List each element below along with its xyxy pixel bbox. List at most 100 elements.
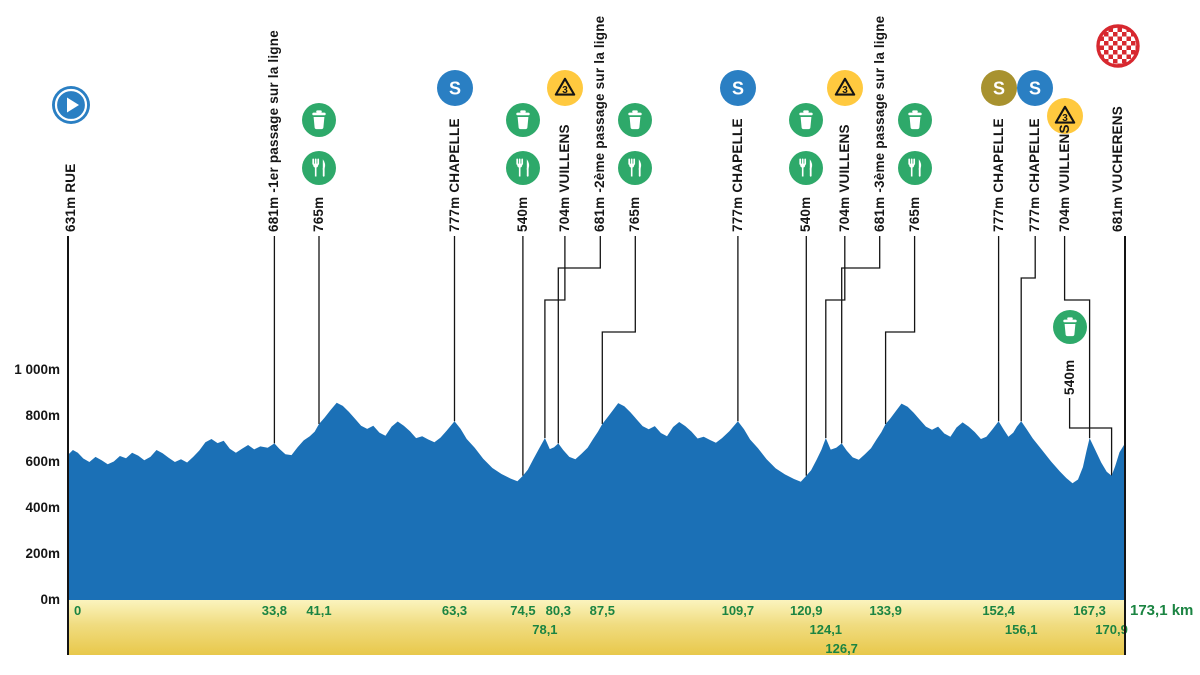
feed-zone-icon (897, 151, 932, 185)
waypoint-label: 704m VUILLENS (837, 124, 853, 232)
waypoint-elevation: 777m (990, 196, 1006, 232)
bonus-sprint-icon: S (980, 70, 1017, 106)
km-label: 0 (74, 603, 82, 618)
waypoint-label: 631m RUE (63, 164, 79, 232)
category-3-climb-icon: 3 (826, 70, 863, 106)
km-label: 78,1 (532, 622, 558, 637)
waypoint-label: 681m -2ème passage sur la ligne (592, 16, 608, 232)
waypoint-elevation: 765m (627, 196, 643, 232)
y-axis-tick-label: 1 000m (14, 362, 60, 377)
svg-text:S: S (993, 79, 1005, 99)
waypoint-connector (557, 236, 601, 444)
waypoint-label: 765m (627, 193, 643, 232)
km-label: 152,4 (982, 603, 1015, 618)
start-icon (51, 85, 91, 125)
sprint-icon: S (436, 70, 473, 106)
svg-text:3: 3 (842, 85, 848, 96)
km-label: 41,1 (306, 603, 332, 618)
waypoint-label: 777m CHAPELLE (447, 118, 463, 232)
litter-zone-icon (505, 103, 540, 137)
svg-text:S: S (1029, 79, 1041, 99)
svg-text:3: 3 (562, 85, 568, 96)
waypoint-elevation: 681m (871, 196, 887, 232)
km-label: 33,8 (261, 603, 288, 618)
waypoint-elevation: 704m (556, 196, 572, 232)
waypoint-label: 540m (1062, 356, 1078, 395)
y-axis-tick-label: 200m (25, 546, 60, 561)
waypoint-name: RUE (63, 163, 78, 193)
waypoint-elevation: 540m (514, 196, 530, 232)
waypoint-label: 704m VUILLENS (1057, 124, 1073, 232)
waypoint-elevation: 540m (1061, 359, 1077, 395)
waypoint-connector (544, 236, 566, 439)
waypoint-elevation: 765m (906, 196, 922, 232)
feed-zone-icon (618, 151, 653, 185)
category-3-climb-icon: 3 (1046, 98, 1083, 134)
sprint-icon: S (719, 70, 756, 106)
waypoint-label: 777m CHAPELLE (1027, 118, 1043, 232)
waypoint-name: VUILLENS (556, 124, 572, 193)
litter-zone-icon (618, 103, 653, 137)
km-label: 167,3 (1073, 603, 1106, 618)
waypoint-name: CHAPELLE (446, 118, 462, 193)
feed-zone-icon (505, 151, 540, 185)
waypoint-name: VUCHERENS (1110, 106, 1125, 193)
km-label: 126,7 (825, 641, 858, 656)
waypoint-connector (884, 236, 916, 424)
km-label: 120,9 (789, 603, 823, 618)
km-label: 80,3 (545, 603, 571, 618)
svg-text:S: S (732, 79, 744, 99)
waypoint-elevation: 704m (1056, 196, 1072, 232)
waypoint-name: CHAPELLE (990, 118, 1006, 193)
waypoint-label: 777m CHAPELLE (991, 118, 1007, 232)
waypoint-elevation: 681m (266, 196, 282, 232)
waypoint-elevation: 540m (798, 196, 814, 232)
total-distance-label: 173,1 km (1130, 602, 1194, 619)
waypoint-elevation: 777m (446, 196, 462, 232)
profile-area (68, 402, 1125, 600)
waypoint-name: -3ème passage sur la ligne (871, 15, 887, 193)
waypoint-elevation: 765m (310, 196, 326, 232)
waypoint-label: 540m (798, 193, 814, 232)
litter-zone-icon (1052, 310, 1087, 344)
waypoint-name: CHAPELLE (1027, 118, 1043, 193)
svg-text:S: S (449, 79, 461, 99)
km-label: 63,3 (441, 603, 468, 618)
svg-text:3: 3 (1062, 113, 1068, 124)
category-3-climb-icon: 3 (546, 70, 583, 106)
y-axis-tick-label: 400m (25, 500, 60, 515)
feed-zone-icon (301, 151, 336, 185)
waypoint-connector (1068, 398, 1113, 476)
km-label: 109,7 (721, 603, 755, 618)
waypoint-label: 681m -1er passage sur la ligne (266, 30, 282, 232)
feed-zone-icon (789, 151, 824, 185)
litter-zone-icon (789, 103, 824, 137)
waypoint-elevation: 681m (1110, 196, 1125, 232)
litter-zone-icon (897, 103, 932, 137)
km-label: 170,9 (1095, 622, 1128, 637)
waypoint-elevation: 777m (1027, 196, 1043, 232)
waypoint-connector (841, 236, 881, 444)
waypoint-name: VUILLENS (836, 124, 852, 193)
waypoint-label: 765m (311, 193, 327, 232)
waypoint-name: CHAPELLE (729, 118, 745, 193)
waypoint-label: 540m (515, 193, 531, 232)
waypoint-connector (1063, 236, 1091, 439)
waypoint-name: -2ème passage sur la ligne (592, 15, 608, 193)
waypoint-elevation: 681m (592, 196, 608, 232)
waypoint-label: 765m (907, 193, 923, 232)
waypoint-elevation: 704m (836, 196, 852, 232)
km-label: 156,1 (1004, 622, 1038, 637)
finish-icon (1095, 23, 1141, 69)
litter-zone-icon (301, 103, 336, 137)
waypoint-label: 681m VUCHERENS (1110, 106, 1126, 232)
waypoint-connector (601, 236, 636, 424)
y-axis-tick-label: 800m (25, 408, 60, 423)
km-label: 124,1 (809, 622, 843, 637)
km-label: 74,5 (510, 603, 536, 618)
waypoint-label: 777m CHAPELLE (730, 118, 746, 232)
waypoint-connector (1020, 236, 1036, 422)
km-label: 133,9 (869, 603, 902, 618)
